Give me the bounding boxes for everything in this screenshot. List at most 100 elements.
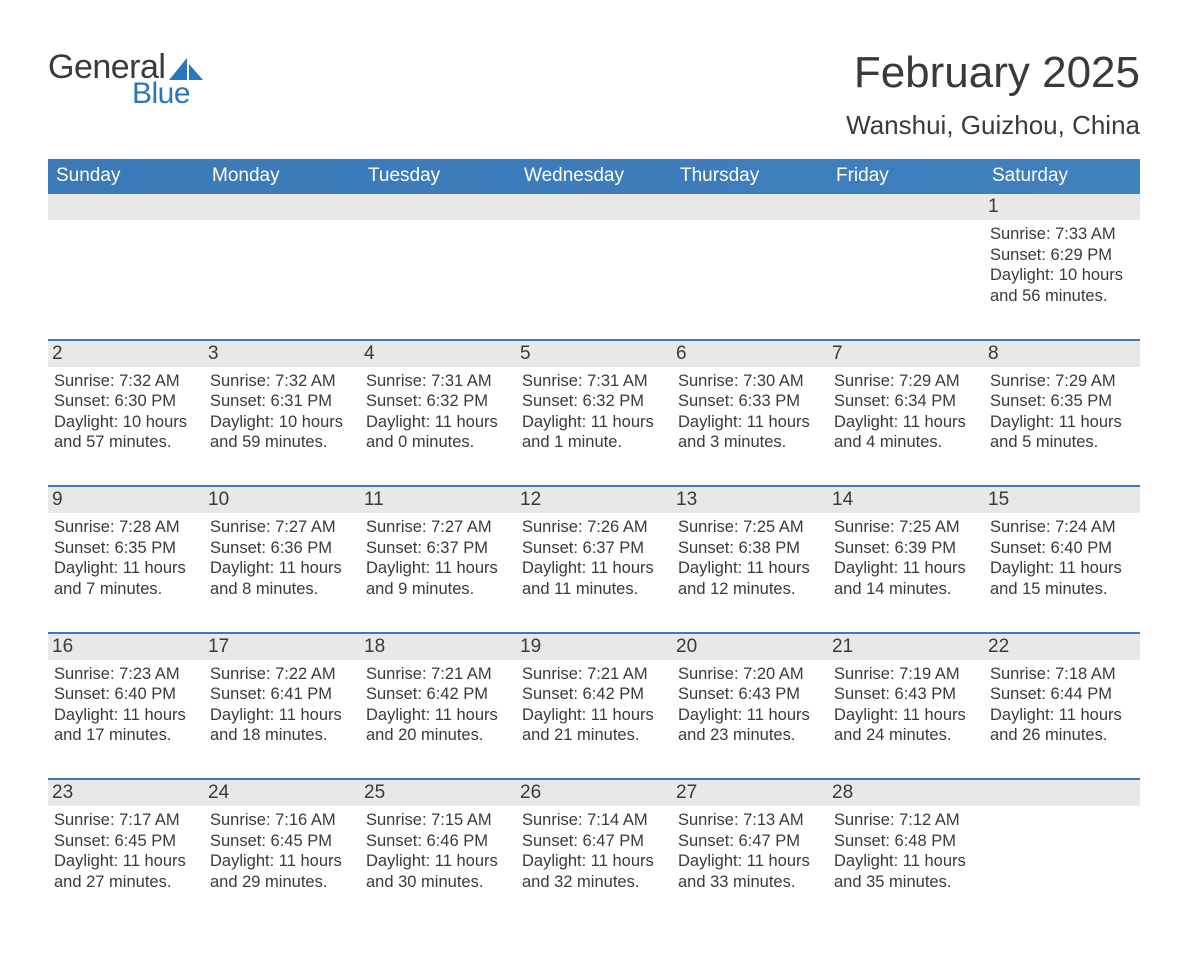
sunset-text: Sunset: 6:33 PM [678, 391, 822, 412]
day-number: 24 [204, 780, 360, 806]
sunrise-text: Sunrise: 7:21 AM [522, 664, 666, 685]
daylight-text: Daylight: 11 hours and 26 minutes. [990, 705, 1134, 746]
daylight-text: Daylight: 11 hours and 0 minutes. [366, 412, 510, 453]
day-cell: 16Sunrise: 7:23 AMSunset: 6:40 PMDayligh… [48, 634, 204, 751]
sunrise-text: Sunrise: 7:27 AM [366, 517, 510, 538]
day-number: 12 [516, 487, 672, 513]
week-row: 1Sunrise: 7:33 AMSunset: 6:29 PMDaylight… [48, 194, 1140, 311]
day-number: 14 [828, 487, 984, 513]
day-cell: 1Sunrise: 7:33 AMSunset: 6:29 PMDaylight… [984, 194, 1140, 311]
sunset-text: Sunset: 6:46 PM [366, 831, 510, 852]
sunset-text: Sunset: 6:39 PM [834, 538, 978, 559]
sunrise-text: Sunrise: 7:12 AM [834, 810, 978, 831]
day-cell [360, 194, 516, 311]
day-cell: 6 Sunrise: 7:30 AMSunset: 6:33 PMDaylight… [672, 341, 828, 458]
day-of-week-header: SundayMondayTuesdayWednesdayThursdayFrid… [48, 159, 1140, 194]
daylight-text: Daylight: 11 hours and 7 minutes. [54, 558, 198, 599]
sunrise-text: Sunrise: 7:28 AM [54, 517, 198, 538]
day-number: 3 [204, 341, 360, 367]
day-number: 5 [516, 341, 672, 367]
sunrise-text: Sunrise: 7:20 AM [678, 664, 822, 685]
sunset-text: Sunset: 6:38 PM [678, 538, 822, 559]
sunrise-text: Sunrise: 7:23 AM [54, 664, 198, 685]
calendar-weeks: 1Sunrise: 7:33 AMSunset: 6:29 PMDaylight… [48, 194, 1140, 897]
location-subtitle: Wanshui, Guizhou, China [846, 110, 1140, 141]
sunset-text: Sunset: 6:41 PM [210, 684, 354, 705]
sunrise-text: Sunrise: 7:15 AM [366, 810, 510, 831]
day-cell [828, 194, 984, 311]
day-cell: 23Sunrise: 7:17 AMSunset: 6:45 PMDayligh… [48, 780, 204, 897]
week-row: 16 Sunrise: 7:23 AMSunset: 6:40 PM Dayligh… [48, 632, 1140, 751]
sunrise-text: Sunrise: 7:21 AM [366, 664, 510, 685]
daylight-text: Daylight: 11 hours and 33 minutes. [678, 851, 822, 892]
sunset-text: Sunset: 6:43 PM [834, 684, 978, 705]
sunrise-text: Sunrise: 7:13 AM [678, 810, 822, 831]
day-number: 16 [48, 634, 204, 660]
daylight-text: Daylight: 11 hours and 3 minutes. [678, 412, 822, 453]
sunrise-text: Sunrise: 7:32 AM [210, 371, 354, 392]
sunrise-text: Sunrise: 7:31 AM [366, 371, 510, 392]
day-number: 26 [516, 780, 672, 806]
day-cell: 5Sunrise: 7:31 AMSunset: 6:32 PMDaylight… [516, 341, 672, 458]
day-number: 6 [672, 341, 828, 367]
day-cell: 20Sunrise: 7:20 AMSunset: 6:43 PMDayligh… [672, 634, 828, 751]
day-cell: 17Sunrise: 7:22 AMSunset: 6:41 PMDayligh… [204, 634, 360, 751]
sunset-text: Sunset: 6:45 PM [54, 831, 198, 852]
daylight-text: Daylight: 11 hours and 14 minutes. [834, 558, 978, 599]
day-cell: 10Sunrise: 7:27 AMSunset: 6:36 PMDayligh… [204, 487, 360, 604]
sunrise-text: Sunrise: 7:25 AM [678, 517, 822, 538]
day-cell: 21Sunrise: 7:19 AMSunset: 6:43 PMDayligh… [828, 634, 984, 751]
daylight-text: Daylight: 11 hours and 32 minutes. [522, 851, 666, 892]
daylight-text: Daylight: 11 hours and 4 minutes. [834, 412, 978, 453]
sunset-text: Sunset: 6:34 PM [834, 391, 978, 412]
sunrise-text: Sunrise: 7:27 AM [210, 517, 354, 538]
sunrise-text: Sunrise: 7:33 AM [990, 224, 1134, 245]
daylight-text: Daylight: 11 hours and 35 minutes. [834, 851, 978, 892]
sunrise-text: Sunrise: 7:31 AM [522, 371, 666, 392]
dow-cell: Wednesday [516, 159, 672, 194]
day-number [516, 194, 672, 220]
day-number [984, 780, 1140, 806]
day-number [672, 194, 828, 220]
daylight-text: Daylight: 10 hours and 57 minutes. [54, 412, 198, 453]
sunrise-text: Sunrise: 7:26 AM [522, 517, 666, 538]
daylight-text: Daylight: 11 hours and 9 minutes. [366, 558, 510, 599]
day-number: 13 [672, 487, 828, 513]
sunrise-text: Sunrise: 7:18 AM [990, 664, 1134, 685]
sunset-text: Sunset: 6:35 PM [990, 391, 1134, 412]
sunset-text: Sunset: 6:30 PM [54, 391, 198, 412]
calendar: SundayMondayTuesdayWednesdayThursdayFrid… [48, 159, 1140, 897]
sunrise-text: Sunrise: 7:29 AM [834, 371, 978, 392]
day-number: 10 [204, 487, 360, 513]
day-number: 19 [516, 634, 672, 660]
day-cell: 14Sunrise: 7:25 AMSunset: 6:39 PMDayligh… [828, 487, 984, 604]
day-cell: 28Sunrise: 7:12 AMSunset: 6:48 PMDayligh… [828, 780, 984, 897]
day-cell: 15Sunrise: 7:24 AMSunset: 6:40 PMDayligh… [984, 487, 1140, 604]
day-number: 2 [48, 341, 204, 367]
daylight-text: Daylight: 10 hours and 56 minutes. [990, 265, 1134, 306]
day-cell [204, 194, 360, 311]
day-number: 8 [984, 341, 1140, 367]
daylight-text: Daylight: 11 hours and 21 minutes. [522, 705, 666, 746]
dow-cell: Saturday [984, 159, 1140, 194]
daylight-text: Daylight: 11 hours and 24 minutes. [834, 705, 978, 746]
sunset-text: Sunset: 6:37 PM [366, 538, 510, 559]
day-number: 4 [360, 341, 516, 367]
day-cell: 4Sunrise: 7:31 AMSunset: 6:32 PMDaylight… [360, 341, 516, 458]
sunrise-text: Sunrise: 7:30 AM [678, 371, 822, 392]
day-number: 25 [360, 780, 516, 806]
sunset-text: Sunset: 6:40 PM [990, 538, 1134, 559]
sunset-text: Sunset: 6:40 PM [54, 684, 198, 705]
day-cell [672, 194, 828, 311]
sunrise-text: Sunrise: 7:32 AM [54, 371, 198, 392]
day-number [204, 194, 360, 220]
sunset-text: Sunset: 6:43 PM [678, 684, 822, 705]
day-cell: 25Sunrise: 7:15 AMSunset: 6:46 PMDayligh… [360, 780, 516, 897]
daylight-text: Daylight: 11 hours and 15 minutes. [990, 558, 1134, 599]
sunset-text: Sunset: 6:36 PM [210, 538, 354, 559]
title-block: February 2025 Wanshui, Guizhou, China [846, 48, 1140, 141]
sunset-text: Sunset: 6:29 PM [990, 245, 1134, 266]
day-cell: 8Sunrise: 7:29 AMSunset: 6:35 PMDaylight… [984, 341, 1140, 458]
sunrise-text: Sunrise: 7:17 AM [54, 810, 198, 831]
dow-cell: Friday [828, 159, 984, 194]
